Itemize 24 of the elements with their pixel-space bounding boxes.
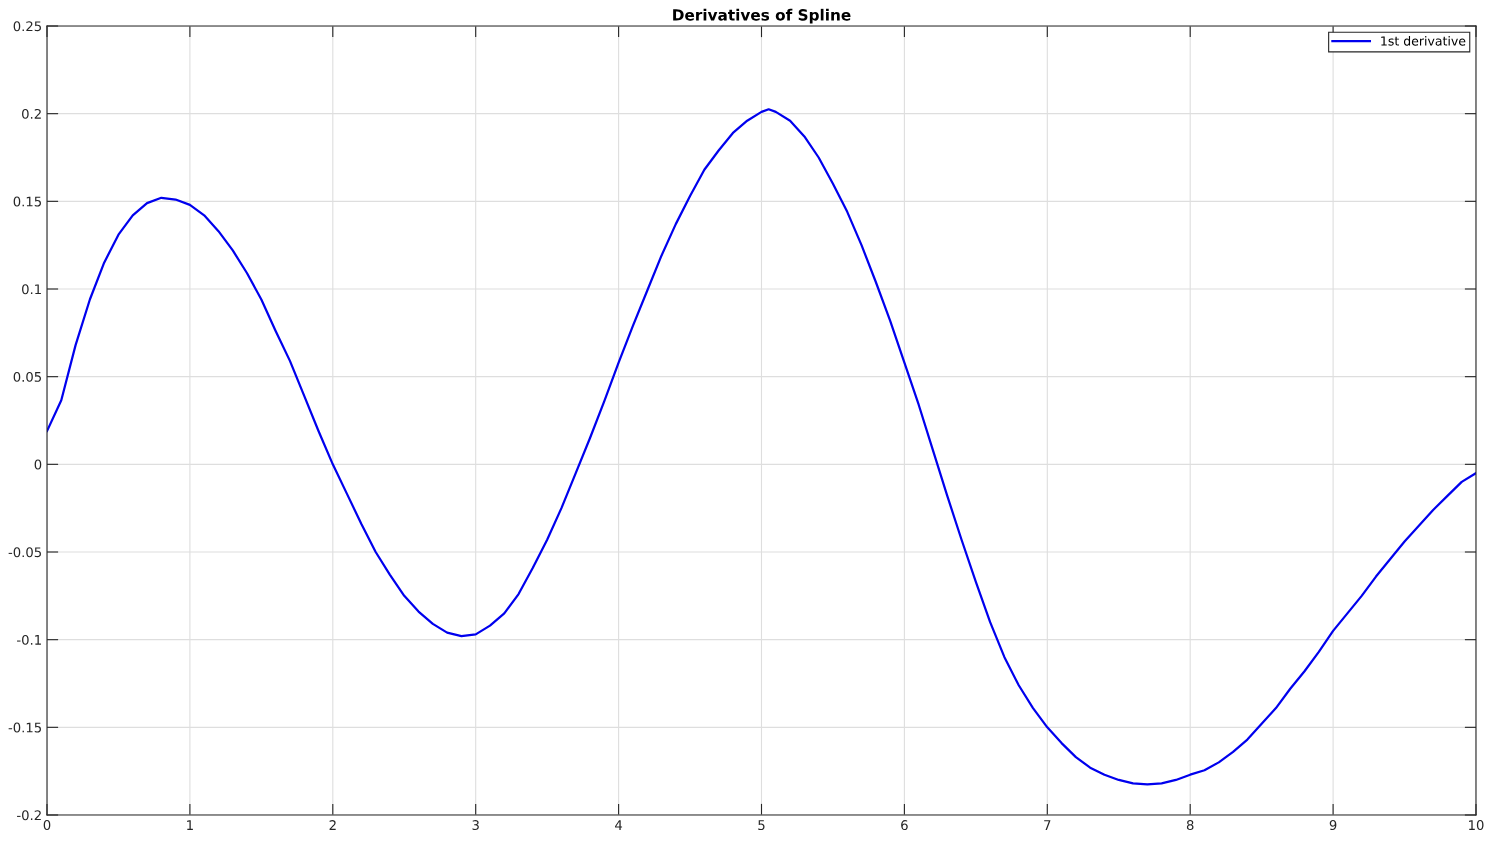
legend-label: 1st derivative — [1381, 36, 1466, 46]
y-tick-label: 0 — [34, 459, 42, 470]
y-tick-label: -0.1 — [17, 634, 41, 645]
x-tick-label: 1 — [187, 820, 193, 830]
x-tick-label: 10 — [1469, 820, 1484, 831]
x-tick-label: 2 — [329, 820, 336, 830]
chart-title: Derivatives of Spline — [673, 8, 851, 24]
y-tick-label: -0.15 — [8, 722, 41, 733]
x-tick-label: 3 — [472, 820, 479, 831]
x-tick-label: 8 — [1186, 820, 1194, 831]
y-tick-label: 0.25 — [13, 21, 41, 32]
x-tick-label: 6 — [901, 820, 908, 831]
x-tick-label: 4 — [615, 820, 623, 830]
y-tick-label: -0.2 — [17, 810, 41, 821]
x-tick-label: 5 — [758, 820, 765, 831]
line-series — [47, 108, 1476, 786]
y-tick-label: 0.05 — [13, 371, 41, 382]
y-tick-label: 0.2 — [22, 108, 41, 119]
x-tick-label: 0 — [43, 820, 51, 831]
x-tick-label: 9 — [1329, 820, 1337, 831]
y-tick-label: -0.05 — [8, 547, 41, 558]
y-tick-label: 0.1 — [22, 284, 41, 295]
x-tick-label: 7 — [1044, 820, 1051, 830]
y-tick-label: 0.15 — [13, 196, 41, 207]
